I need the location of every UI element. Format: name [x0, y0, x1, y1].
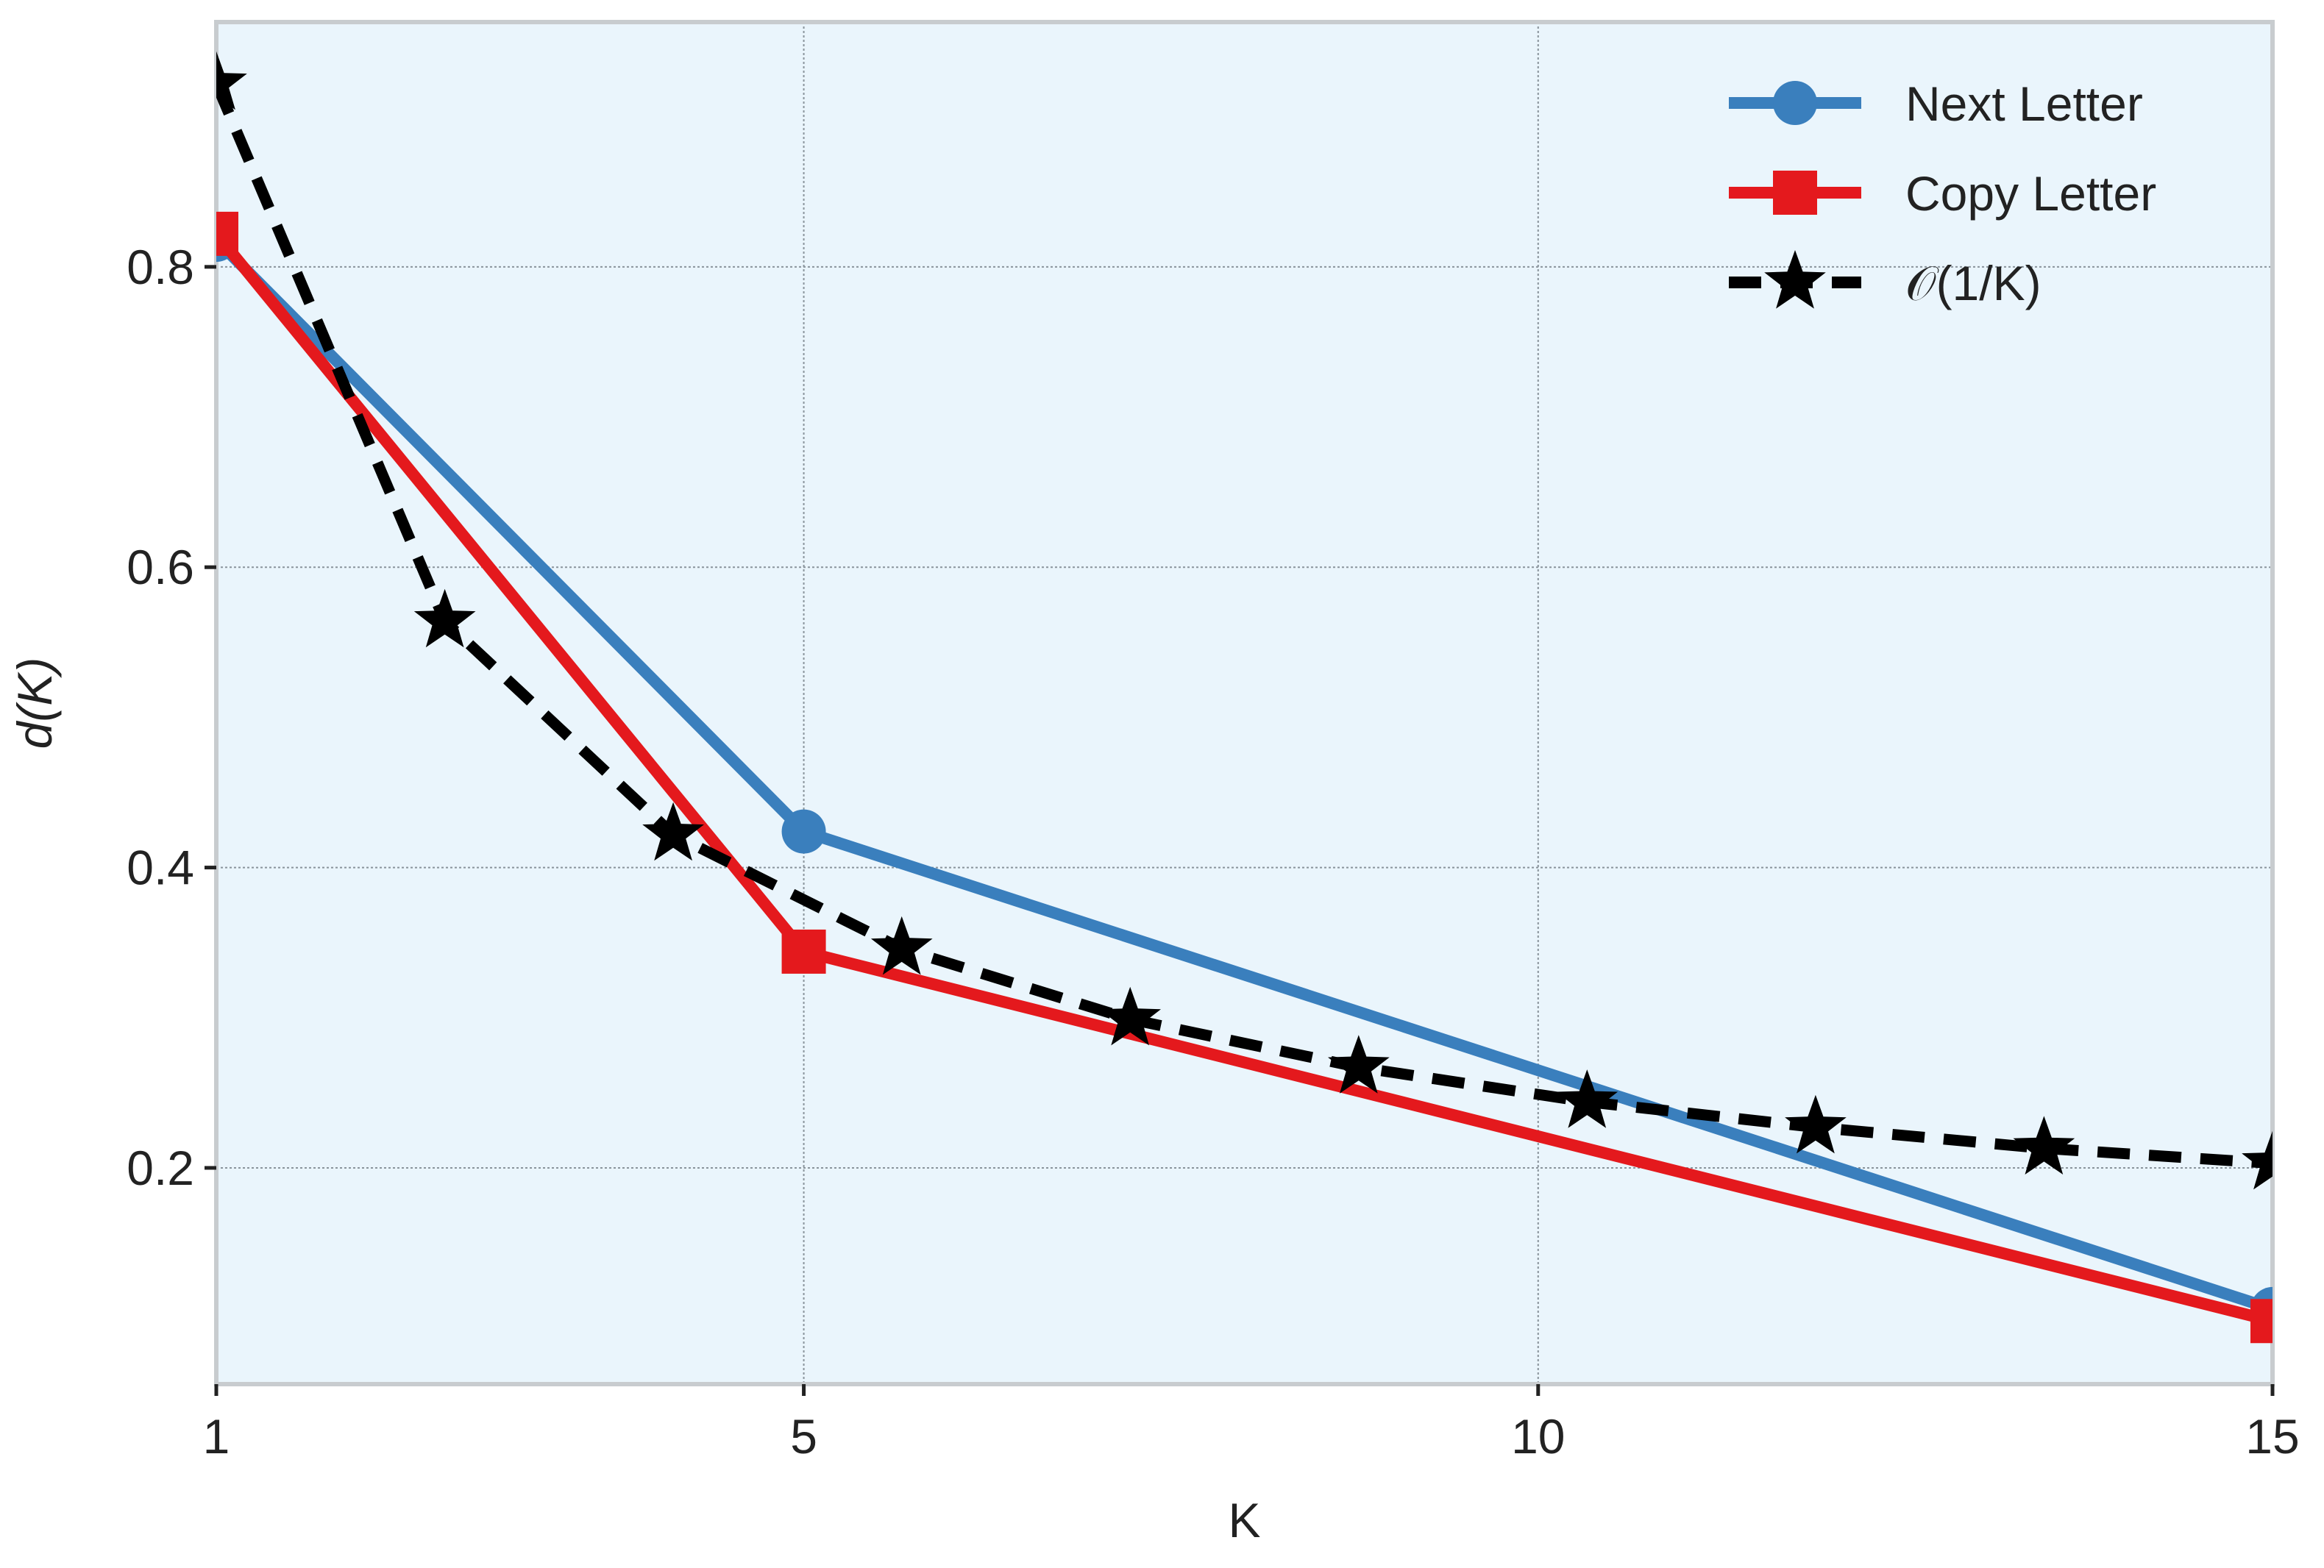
legend-label: Copy Letter [1905, 166, 2156, 221]
x-tick-label: 10 [1511, 1409, 1565, 1464]
series-point [2250, 1299, 2273, 1344]
x-tick-label: 5 [790, 1409, 817, 1464]
legend-marker [1773, 171, 1817, 215]
y-axis-label: d(K) [7, 658, 62, 749]
series-point [2013, 1116, 2075, 1175]
series-line [216, 81, 2273, 1169]
series-point [781, 809, 826, 854]
y-tick-label: 0.4 [127, 841, 194, 895]
x-tick-label: 1 [203, 1409, 230, 1464]
y-tick-label: 0.6 [127, 540, 194, 594]
legend-marker [1773, 81, 1817, 125]
series-point [216, 211, 238, 256]
legend-label: 𝒪(1/K) [1905, 256, 2042, 310]
series-2 [216, 51, 2273, 1190]
series-point [870, 916, 933, 975]
series-point [781, 929, 826, 974]
series-point [642, 802, 704, 861]
legend: Next Letter Copy Letter 𝒪(1/K) [1729, 76, 2156, 310]
plot-frame [214, 20, 2275, 1386]
series-1 [216, 211, 2273, 1344]
plot-area [216, 22, 2273, 1384]
series-point [2242, 1130, 2273, 1190]
series-point [1328, 1035, 1390, 1094]
series-point [1556, 1069, 1618, 1128]
series-point [216, 51, 247, 110]
x-tick-label: 15 [2245, 1409, 2299, 1464]
legend-label: Next Letter [1905, 76, 2143, 131]
series-point [1099, 986, 1161, 1046]
x-axis-label: K [1228, 1493, 1260, 1547]
series-point [1785, 1094, 1847, 1154]
y-tick-label: 0.8 [127, 240, 194, 294]
legend-marker [1764, 250, 1826, 309]
series-point [413, 588, 476, 648]
y-tick-label: 0.2 [127, 1141, 194, 1195]
